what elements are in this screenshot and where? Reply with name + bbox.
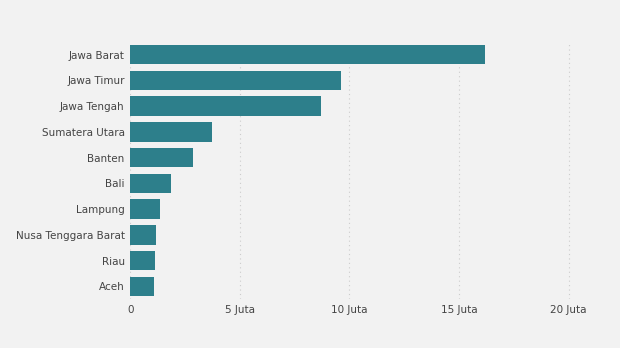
Bar [130, 225, 156, 245]
Bar [130, 148, 193, 167]
Bar [130, 122, 213, 142]
Bar [130, 199, 160, 219]
Bar [130, 174, 170, 193]
Bar [130, 71, 340, 90]
Bar [130, 96, 321, 116]
Bar [130, 251, 156, 270]
Bar [130, 45, 485, 64]
Bar [130, 277, 154, 296]
